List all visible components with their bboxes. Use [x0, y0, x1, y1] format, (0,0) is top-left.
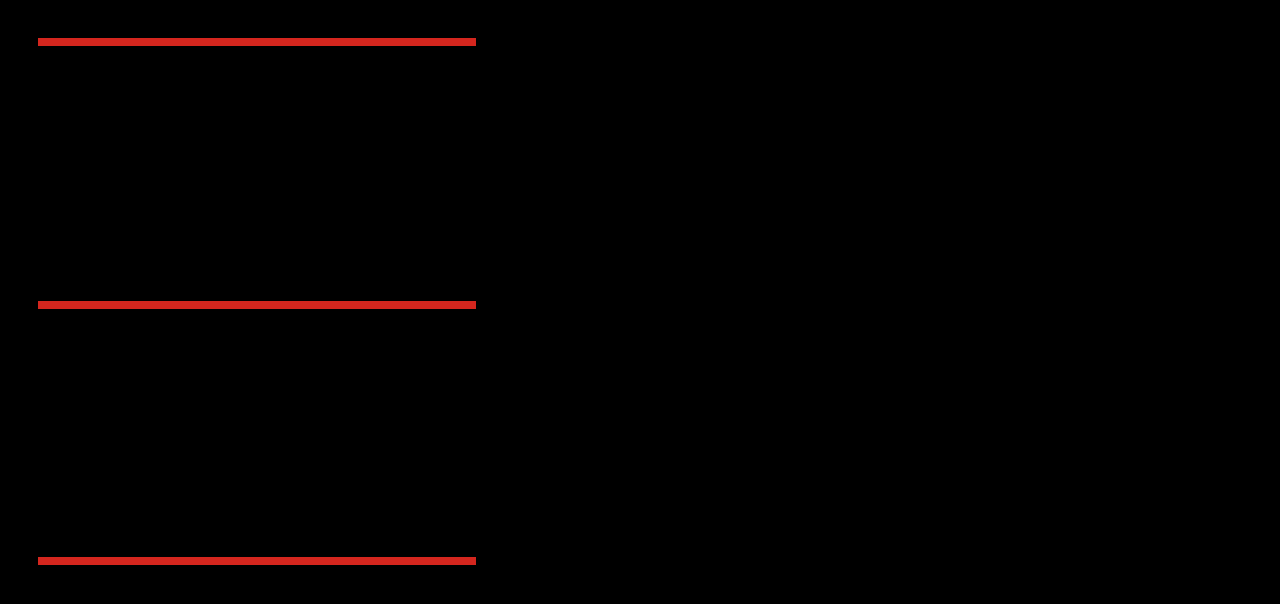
red-bar-top [38, 38, 476, 46]
red-bar-middle [38, 301, 476, 309]
red-bar-bottom [38, 557, 476, 565]
